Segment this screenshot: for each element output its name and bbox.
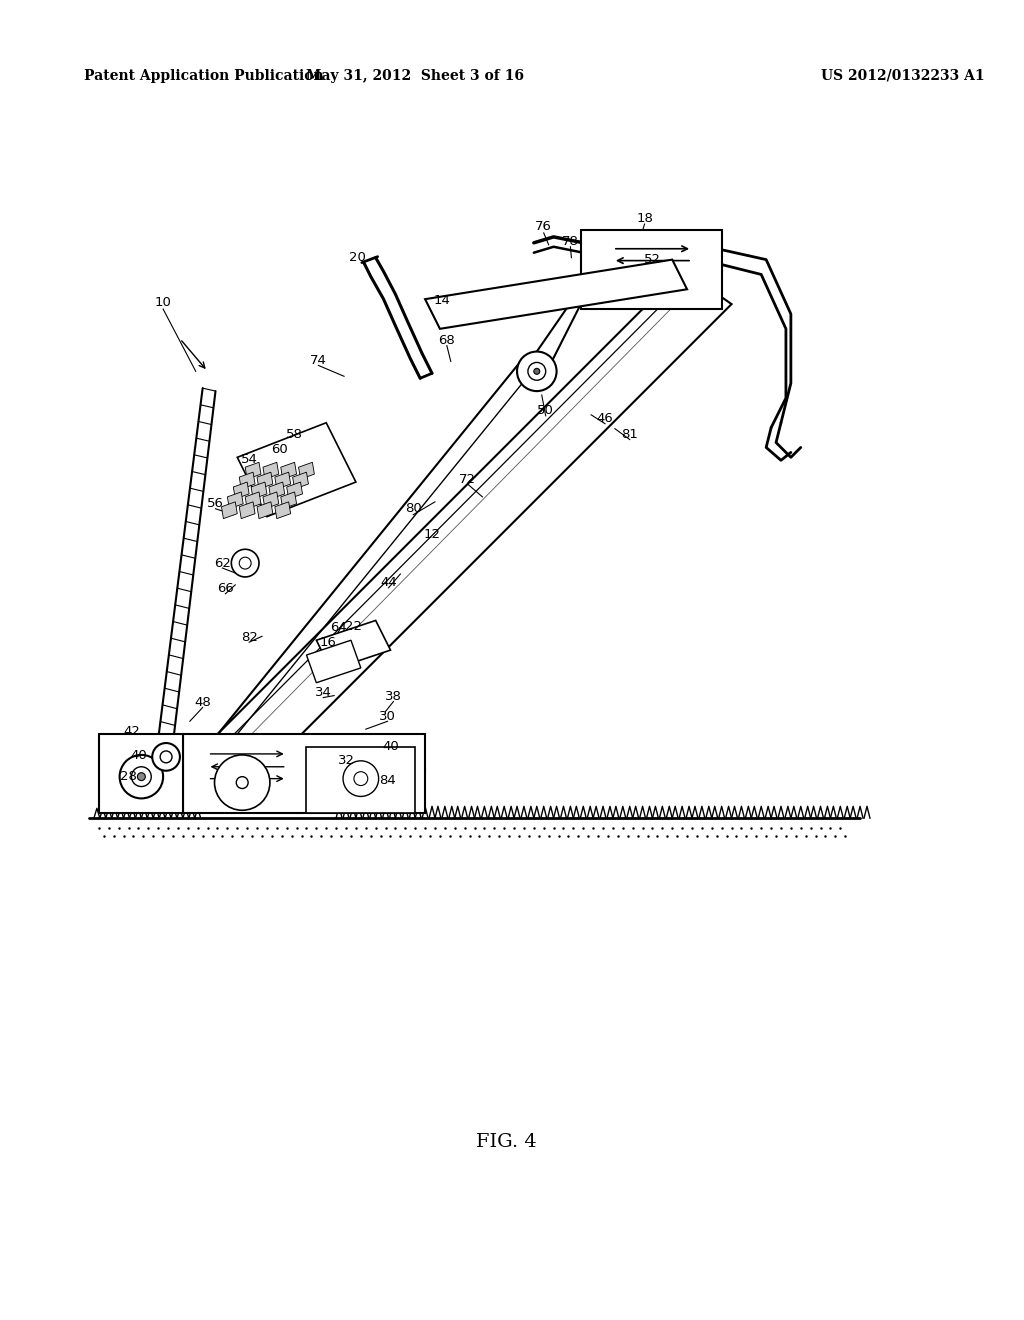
Circle shape: [160, 751, 172, 763]
Text: 52: 52: [644, 253, 660, 267]
Polygon shape: [240, 502, 255, 519]
Circle shape: [153, 743, 180, 771]
Text: 28: 28: [120, 770, 137, 783]
Text: 62: 62: [214, 557, 230, 570]
Polygon shape: [99, 734, 183, 813]
Text: 12: 12: [424, 528, 440, 541]
Circle shape: [237, 776, 248, 788]
Text: 14: 14: [433, 293, 451, 306]
Text: 84: 84: [379, 774, 396, 787]
Polygon shape: [281, 492, 297, 508]
Polygon shape: [299, 462, 314, 479]
Polygon shape: [245, 462, 261, 479]
Text: 68: 68: [438, 334, 456, 347]
Text: 40: 40: [130, 750, 146, 763]
Polygon shape: [238, 422, 356, 516]
Text: 54: 54: [241, 453, 258, 466]
Text: May 31, 2012  Sheet 3 of 16: May 31, 2012 Sheet 3 of 16: [306, 69, 524, 83]
Polygon shape: [287, 482, 302, 499]
Text: 56: 56: [207, 498, 224, 511]
Polygon shape: [251, 482, 267, 499]
Text: 16: 16: [319, 636, 337, 648]
Circle shape: [517, 351, 557, 391]
Text: 30: 30: [379, 710, 396, 723]
Text: 22: 22: [345, 620, 362, 632]
Text: US 2012/0132233 A1: US 2012/0132233 A1: [820, 69, 984, 83]
Text: 66: 66: [217, 582, 233, 595]
Circle shape: [534, 368, 540, 375]
Polygon shape: [221, 502, 238, 519]
Circle shape: [131, 767, 152, 787]
Polygon shape: [269, 482, 285, 499]
Polygon shape: [233, 482, 249, 499]
Polygon shape: [281, 462, 297, 479]
Text: 74: 74: [310, 354, 327, 367]
Circle shape: [343, 760, 379, 796]
Text: Patent Application Publication: Patent Application Publication: [84, 69, 324, 83]
Polygon shape: [257, 473, 272, 488]
Text: 46: 46: [597, 412, 613, 425]
Text: 20: 20: [349, 251, 367, 264]
Text: 10: 10: [155, 296, 172, 309]
Text: 78: 78: [562, 235, 579, 248]
Polygon shape: [425, 260, 687, 329]
Circle shape: [528, 363, 546, 380]
Circle shape: [214, 755, 270, 810]
Polygon shape: [257, 502, 272, 519]
Polygon shape: [274, 473, 291, 488]
Polygon shape: [227, 492, 243, 508]
Text: 32: 32: [338, 754, 354, 767]
Polygon shape: [293, 473, 308, 488]
Text: 42: 42: [123, 725, 140, 738]
Polygon shape: [183, 269, 731, 804]
Text: 60: 60: [271, 444, 288, 455]
Polygon shape: [306, 640, 360, 682]
Text: 80: 80: [404, 502, 422, 515]
Text: FIG. 4: FIG. 4: [476, 1134, 537, 1151]
Text: 72: 72: [459, 473, 476, 486]
Text: 40: 40: [382, 739, 399, 752]
Text: 64: 64: [330, 620, 346, 634]
Circle shape: [231, 549, 259, 577]
Polygon shape: [240, 473, 255, 488]
Text: 81: 81: [622, 428, 638, 441]
Text: 76: 76: [536, 220, 552, 234]
Text: 18: 18: [636, 211, 653, 224]
Text: 38: 38: [385, 690, 401, 704]
Polygon shape: [274, 502, 291, 519]
Circle shape: [240, 557, 251, 569]
Circle shape: [354, 772, 368, 785]
Polygon shape: [316, 620, 390, 669]
Text: 50: 50: [538, 404, 554, 417]
Polygon shape: [245, 492, 261, 508]
Polygon shape: [582, 230, 722, 309]
Text: 44: 44: [380, 577, 397, 590]
Polygon shape: [263, 462, 279, 479]
Circle shape: [137, 772, 145, 780]
Polygon shape: [263, 492, 279, 508]
Text: 48: 48: [195, 696, 211, 709]
Text: 82: 82: [241, 631, 258, 644]
Circle shape: [120, 755, 163, 799]
Text: 34: 34: [314, 686, 332, 700]
Polygon shape: [183, 734, 425, 813]
Text: 58: 58: [286, 428, 303, 441]
Polygon shape: [306, 747, 415, 813]
